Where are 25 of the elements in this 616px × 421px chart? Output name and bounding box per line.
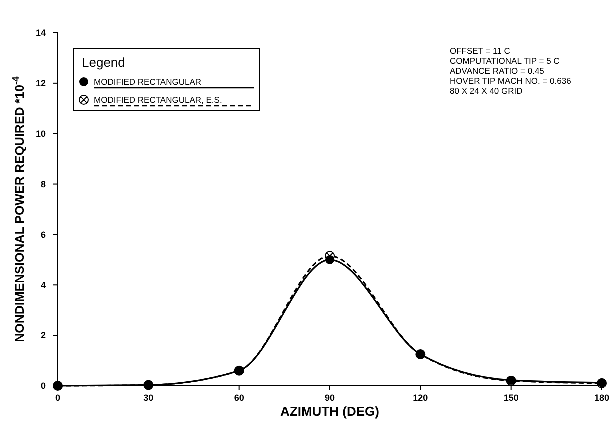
x-tick-label: 90 <box>324 393 336 403</box>
x-tick-label: 30 <box>144 393 154 403</box>
x-axis-title: AZIMUTH (DEG) <box>280 404 380 419</box>
y-tick-label: 0 <box>40 381 46 392</box>
x-tick-label: 60 <box>234 393 244 403</box>
y-tick-label: 2 <box>40 330 46 341</box>
annotation: HOVER TIP MACH NO. = 0.636 <box>450 76 572 86</box>
point <box>326 255 334 264</box>
x-tick-label: 180 <box>594 393 610 403</box>
legend-label: MODIFIED RECTANGULAR <box>94 77 202 87</box>
y-tick-label: 4 <box>40 280 46 290</box>
x-tick-label: 150 <box>504 393 519 403</box>
annotation: ADVANCE RATIO = 0.45 <box>450 66 545 76</box>
legend-label: MODIFIED RECTANGULAR, E.S. <box>94 95 222 105</box>
y-tick-label: 12 <box>36 78 46 89</box>
legend-title: Legend <box>82 55 126 70</box>
annotation: COMPUTATIONAL TIP = 5 C <box>450 56 560 66</box>
y-tick-label: 6 <box>40 230 46 240</box>
x-tick-label: 120 <box>413 393 428 403</box>
annotation: OFFSET = 11 C <box>450 46 510 56</box>
y-tick-label: 10 <box>36 129 46 140</box>
annotation: 80 X 24 X 40 GRID <box>450 86 523 96</box>
y-tick-label: 14 <box>36 28 46 38</box>
x-tick-label: 0 <box>55 393 61 403</box>
y-tick-label: 8 <box>40 179 46 190</box>
